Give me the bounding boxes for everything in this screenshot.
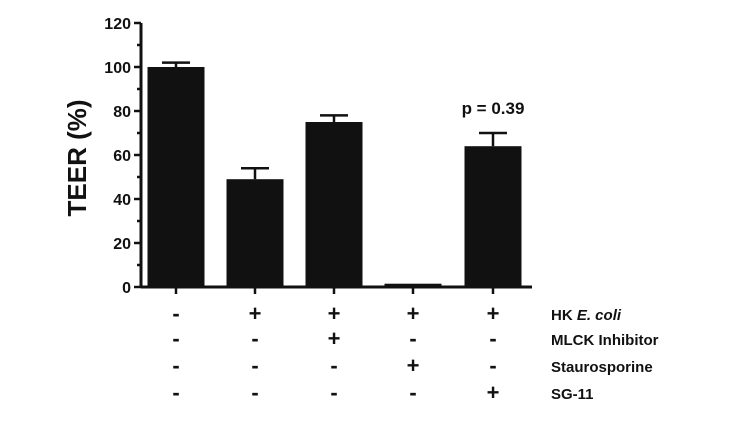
bar [464,131,522,287]
plus-sign: + [249,301,262,326]
x-axis [141,285,532,294]
y-tick-label: 120 [104,16,131,33]
condition-label: HK E. coli [551,307,622,324]
minus-sign: - [409,326,416,351]
minus-sign: - [251,380,258,405]
bar [147,61,205,287]
condition-row: - - - + - Staurosporine [172,353,652,378]
minus-sign: - [409,380,416,405]
minus-sign: - [172,353,179,378]
minus-sign: - [251,353,258,378]
minus-sign: - [251,326,258,351]
bars [147,61,522,287]
plus-sign: + [487,301,500,326]
minus-sign: - [172,380,179,405]
minus-sign: - [172,301,179,326]
bar [384,283,442,287]
bar [305,114,363,287]
condition-label: MLCK Inhibitor [551,332,659,349]
y-tick-label: 0 [122,280,131,297]
y-axis: 0 20 40 60 80 100 120 [104,16,143,297]
minus-sign: - [330,380,337,405]
plus-sign: + [487,380,500,405]
condition-label: SG-11 [551,386,594,403]
minus-sign: - [489,353,496,378]
plus-sign: + [328,301,341,326]
condition-row: - - - - + SG-11 [172,380,593,405]
y-axis-label: TEER (%) [62,100,92,217]
bar [226,166,284,287]
y-tick-label: 40 [113,192,131,209]
y-tick-label: 100 [104,60,131,77]
p-value-annotation: p = 0.39 [462,99,525,118]
y-tick-label: 60 [113,148,131,165]
condition-table: - + + + + HK E. coli- - + - - MLCK Inhibitor- - - + - S… [172,301,658,405]
condition-label: Staurosporine [551,359,653,376]
annotations: p = 0.39 [462,99,525,118]
plus-sign: + [328,326,341,351]
minus-sign: - [489,326,496,351]
plus-sign: + [407,301,420,326]
y-tick-label: 80 [113,104,131,121]
y-tick-label: 20 [113,236,131,253]
condition-row: - + + + + HK E. coli [172,301,622,326]
plus-sign: + [407,353,420,378]
minus-sign: - [172,326,179,351]
condition-row: - - + - - MLCK Inhibitor [172,326,658,351]
minus-sign: - [330,353,337,378]
